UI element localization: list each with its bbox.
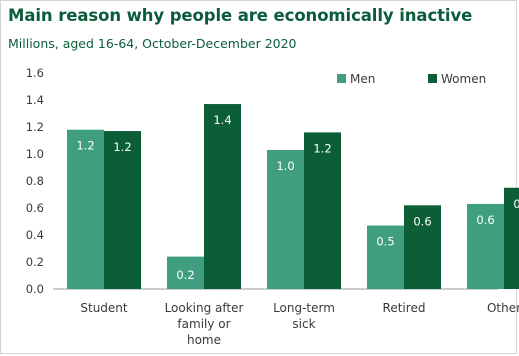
data-label: 1.2 [76,139,94,153]
legend-label: Men [350,72,375,86]
x-tick-label: Long-term [273,301,335,315]
bar-men [167,256,204,289]
y-tick-label: 0.2 [26,255,44,269]
y-tick-label: 0.0 [26,282,44,296]
data-label: 1.2 [313,141,331,155]
data-label: 0.6 [476,213,494,227]
y-tick-label: 0.6 [26,201,44,215]
data-label: 1.4 [213,113,231,127]
y-tick-label: 1.6 [26,66,44,80]
x-tick-label: Looking after [165,301,244,315]
legend-swatch [337,74,346,83]
data-label: 0.6 [413,214,431,228]
data-label: 0.5 [376,235,394,249]
chart-title: Main reason why people are economically … [8,6,473,25]
bar-men [367,225,404,289]
data-label: 1.0 [276,159,294,173]
x-tick-label: family or [177,317,230,331]
bar-men [267,149,304,289]
data-label: 0.8 [513,197,519,211]
x-tick-label: home [187,333,221,347]
x-tick-label: sick [292,317,315,331]
x-tick-label: Student [80,301,128,315]
chart-subtitle: Millions, aged 16-64, October-December 2… [8,36,297,51]
legend-label: Women [441,72,486,86]
bar-women [304,132,341,289]
bar-women [404,205,441,289]
data-label: 0.2 [176,268,194,282]
y-tick-label: 0.8 [26,174,44,188]
y-tick-label: 0.4 [26,228,44,242]
bar-men [467,203,504,289]
bar-women [204,104,241,289]
bar-women [104,131,141,289]
bar-men [67,129,104,289]
legend-swatch [428,74,437,83]
bar-women [504,187,519,289]
y-tick-label: 1.2 [26,120,44,134]
data-label: 1.2 [113,140,131,154]
y-tick-label: 1.4 [26,93,44,107]
x-tick-label: Other [487,301,519,315]
y-tick-label: 1.0 [26,147,44,161]
x-tick-label: Retired [383,301,426,315]
